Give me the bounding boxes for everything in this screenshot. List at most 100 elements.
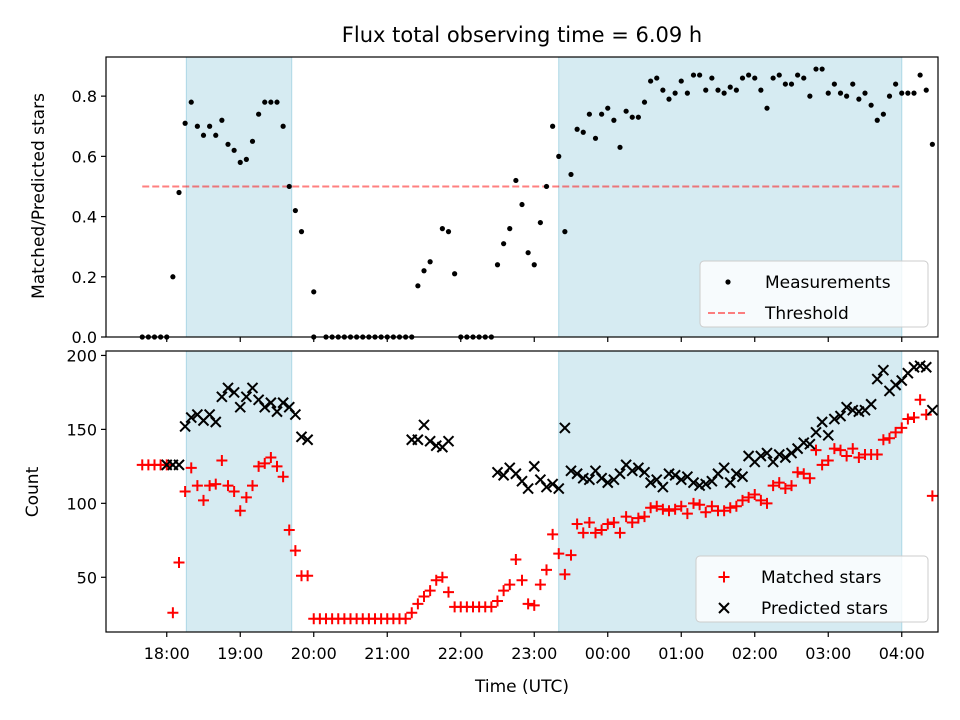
measurement-point	[421, 268, 427, 274]
predicted-star-point	[724, 476, 736, 489]
predicted-star-point	[565, 465, 577, 477]
measurement-point	[727, 84, 733, 90]
measurement-point	[623, 108, 629, 114]
measurement-point	[592, 135, 599, 141]
measurement-point	[831, 81, 837, 87]
x-tick-label: 22:00	[438, 644, 484, 663]
matched-star-point	[596, 524, 608, 536]
measurement-point	[776, 72, 782, 78]
matched-star-point	[553, 548, 565, 560]
matched-star-point	[706, 500, 718, 512]
matched-star-point	[749, 488, 761, 500]
matched-star-point	[890, 426, 902, 438]
measurement-point	[758, 87, 764, 93]
predicted-star-point	[277, 397, 289, 409]
predicted-star-point	[700, 478, 712, 490]
measurement-point	[262, 99, 268, 105]
matched-star-point	[234, 505, 246, 517]
matched-star-point	[559, 568, 571, 580]
measurement-point	[550, 123, 556, 129]
matched-star-point	[565, 549, 577, 561]
matched-star-point	[718, 505, 730, 517]
matched-star-point	[853, 451, 865, 463]
legend-label: Measurements	[765, 273, 891, 293]
measurement-point	[182, 120, 188, 126]
matched-star-point	[590, 527, 601, 539]
measurement-point	[733, 87, 739, 93]
y-tick-label: 0.8	[72, 87, 97, 106]
measurement-point	[672, 90, 678, 96]
measurement-point	[415, 283, 421, 289]
y-tick-label: 200	[66, 346, 97, 365]
measurement-point	[280, 123, 286, 129]
x-tick-label: 02:00	[732, 644, 778, 663]
matched-star-point	[926, 490, 938, 502]
measurement-point	[739, 75, 746, 81]
matched-star-point	[418, 591, 430, 603]
matched-star-point	[528, 599, 540, 611]
measurement-point	[286, 183, 292, 190]
matched-star-point	[522, 598, 534, 610]
measurement-point	[617, 144, 623, 150]
measurement-point	[893, 81, 899, 87]
matched-star-point	[914, 394, 926, 406]
measurement-point	[929, 141, 935, 147]
matched-star-point	[265, 451, 277, 463]
measurement-point	[292, 207, 298, 214]
x-tick-label: 21:00	[364, 644, 410, 663]
predicted-star-point	[228, 386, 240, 399]
matched-star-point	[730, 500, 742, 512]
measurement-point	[746, 72, 752, 78]
matched-star-point	[400, 613, 412, 625]
predicted-star-point	[779, 451, 792, 464]
predicted-star-point	[632, 462, 645, 474]
predicted-star-point	[822, 429, 834, 442]
legend-box	[699, 260, 929, 328]
matched-star-point	[430, 574, 442, 586]
measurement-point	[923, 87, 929, 93]
measurement-point	[690, 72, 697, 78]
predicted-star-point	[173, 459, 185, 471]
matched-star-point	[700, 506, 712, 518]
matched-star-point	[253, 460, 265, 472]
predicted-star-point	[877, 364, 890, 376]
measurement-point	[194, 123, 200, 129]
matched-star-point	[406, 607, 418, 619]
measurement-point	[494, 262, 501, 268]
matched-star-point	[277, 471, 289, 483]
predicted-star-point	[571, 468, 583, 480]
axes-frame	[105, 56, 939, 338]
measurement-point	[837, 90, 844, 96]
predicted-star-point	[865, 398, 877, 410]
measurement-point	[844, 93, 850, 99]
measurement-point	[868, 102, 874, 108]
measurement-point	[543, 183, 550, 190]
predicted-star-point	[234, 401, 246, 413]
matched-star-point	[737, 494, 748, 506]
measurement-point	[697, 72, 703, 78]
matched-star-point	[443, 586, 454, 598]
predicted-star-point	[644, 476, 657, 489]
predicted-star-point	[246, 382, 259, 394]
measurement-point	[200, 132, 207, 138]
matched-star-point	[779, 483, 791, 495]
legend-marker-measurements	[725, 279, 731, 285]
measurement-point	[568, 171, 574, 178]
predicted-star-point	[179, 420, 191, 433]
matched-star-point	[657, 503, 669, 515]
measurement-point	[819, 66, 825, 72]
matched-star-point	[602, 518, 614, 530]
measurement-point	[311, 289, 317, 295]
legend: Measurements Threshold	[699, 260, 929, 328]
predicted-star-point	[687, 476, 700, 489]
measurement-point	[213, 132, 219, 138]
measurement-point	[531, 262, 537, 268]
measurement-point	[243, 156, 249, 162]
predicted-star-point	[216, 391, 228, 403]
measurement-point	[770, 75, 776, 81]
matched-star-point	[896, 422, 908, 434]
measurement-point	[507, 226, 513, 232]
x-axis-label: Time (UTC)	[474, 677, 569, 697]
measurement-point	[225, 141, 231, 147]
measurement-point	[556, 153, 562, 159]
